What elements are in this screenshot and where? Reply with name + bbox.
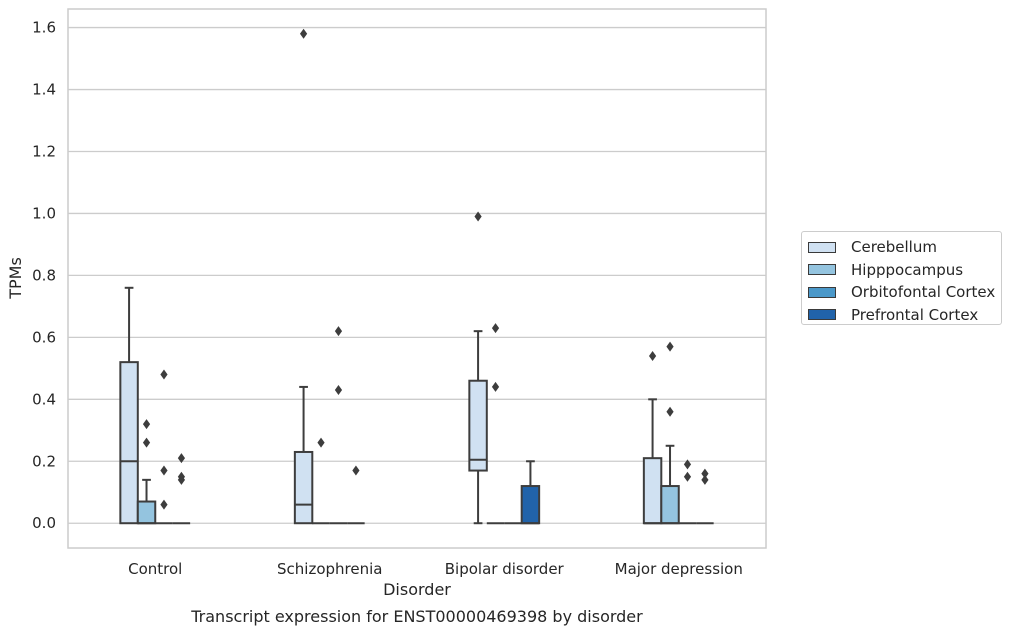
legend-label: Hipppocampus <box>851 260 964 279</box>
chart-caption: Transcript expression for ENST0000046939… <box>190 607 643 626</box>
legend-swatch <box>808 309 836 321</box>
outlier-point <box>683 459 692 470</box>
outlier-point <box>142 437 151 448</box>
outlier-point <box>177 453 186 464</box>
legend-item: Cerebellum <box>808 236 1001 259</box>
legend-item: Prefrontal Cortex <box>808 304 1001 327</box>
box <box>660 485 680 525</box>
box <box>520 485 541 525</box>
y-tick-label: 1.6 <box>32 19 56 37</box>
legend-label: Cerebellum <box>851 238 937 257</box>
y-tick-label: 0.2 <box>32 452 56 470</box>
x-tick-label: Schizophrenia <box>277 560 382 578</box>
plot-frame <box>67 8 767 549</box>
legend-swatch <box>808 286 836 298</box>
box <box>136 500 157 525</box>
box <box>642 457 663 525</box>
legend-item: Hipppocampus <box>808 259 1001 282</box>
outlier-point <box>334 385 343 396</box>
x-axis-label: Disorder <box>383 580 451 599</box>
outlier-point <box>142 419 151 430</box>
y-tick-label: 0.4 <box>32 390 56 408</box>
x-tick-label: Bipolar disorder <box>445 560 565 578</box>
outlier-point <box>177 474 186 485</box>
outlier-point <box>701 468 709 479</box>
x-tick-label: Major depression <box>615 560 743 578</box>
y-tick-label: 0.0 <box>32 514 56 532</box>
box <box>468 379 488 472</box>
box <box>119 361 139 525</box>
legend-label: Orbitofontal Cortex <box>851 283 996 302</box>
outlier-point <box>666 406 674 417</box>
outlier-point <box>160 369 168 380</box>
outlier-point <box>352 465 360 476</box>
legend: Cerebellum Hipppocampus Orbitofontal Corte… <box>801 231 1002 325</box>
outlier-point <box>666 341 674 352</box>
outlier-point <box>474 211 482 222</box>
x-tick-label: Control <box>128 560 182 578</box>
y-tick-label: 0.8 <box>32 266 56 284</box>
y-axis-label: TPMs <box>6 257 25 300</box>
outlier-point <box>299 28 308 39</box>
outlier-point <box>491 381 500 392</box>
legend-swatch <box>808 264 836 276</box>
legend-swatch <box>808 241 836 253</box>
y-tick-labels: 0.0 0.2 0.4 0.6 0.8 1.0 1.2 1.4 1.6 <box>32 19 56 533</box>
y-tick-label: 1.4 <box>32 81 56 99</box>
y-tick-label: 0.6 <box>32 328 56 346</box>
y-tick-label: 1.0 <box>32 204 56 222</box>
box <box>293 450 314 525</box>
outlier-point <box>648 350 657 361</box>
y-tick-label: 1.2 <box>32 142 56 160</box>
legend-label: Prefrontal Cortex <box>851 305 979 324</box>
outlier-point <box>160 465 168 476</box>
outlier-point <box>683 471 692 482</box>
x-tick-labels: Control Schizophrenia Bipolar disorder Majo… <box>128 560 743 578</box>
legend-item: Orbitofontal Cortex <box>808 281 1001 304</box>
outlier-point <box>334 326 343 337</box>
gridlines <box>68 26 766 524</box>
outlier-point <box>160 499 168 510</box>
outlier-point <box>701 474 709 485</box>
outlier-point <box>491 323 500 334</box>
outlier-point <box>317 437 325 448</box>
box-plot-marks <box>119 28 714 525</box>
